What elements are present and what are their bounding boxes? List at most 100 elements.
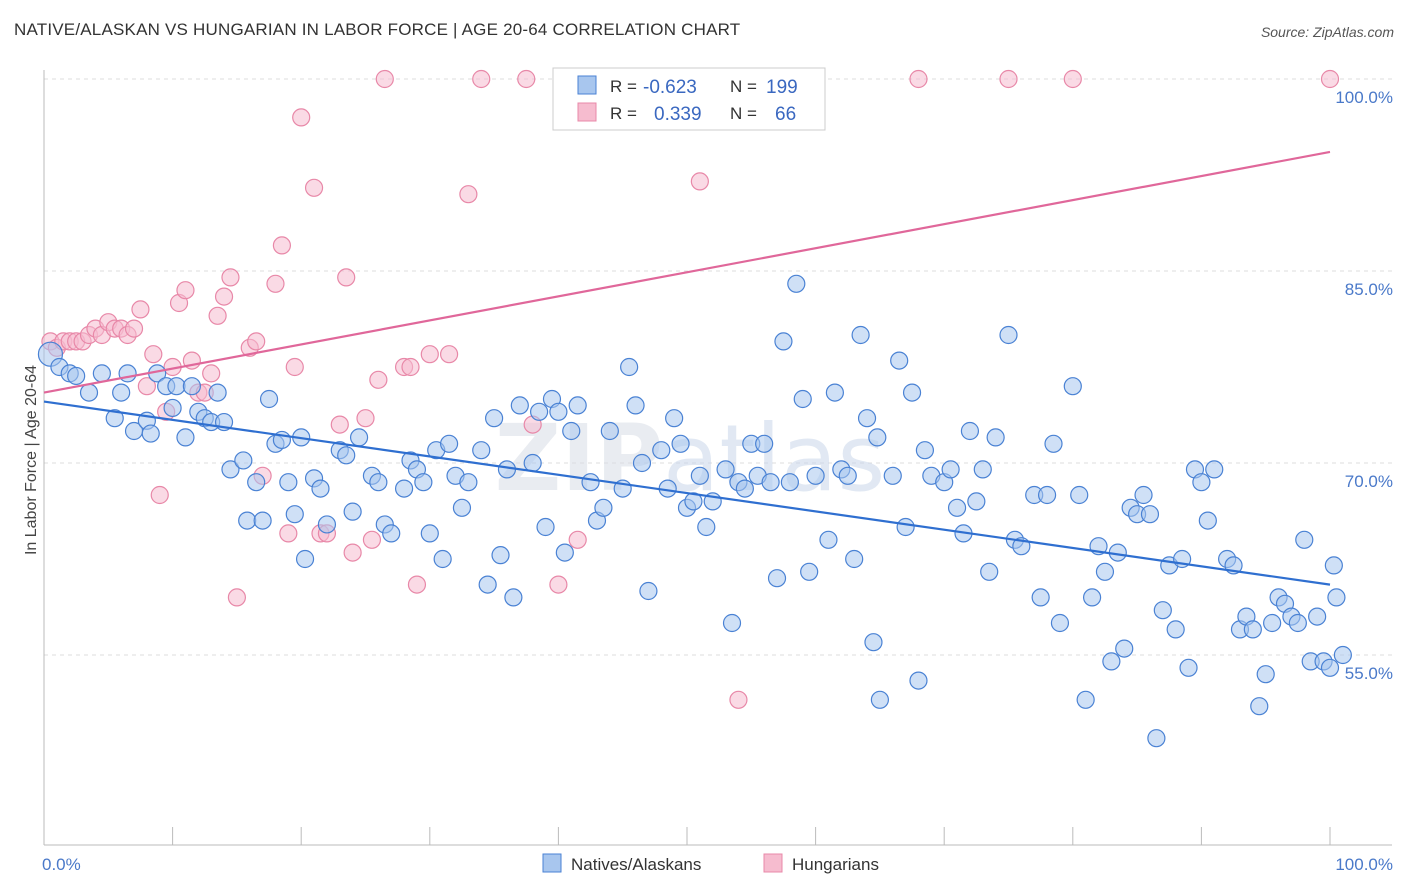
legend-r-label-1: R = (610, 77, 637, 96)
native-point (112, 383, 131, 402)
native-point (311, 479, 330, 498)
native-point (1263, 613, 1282, 633)
native-point (1288, 613, 1307, 633)
axes (43, 70, 1392, 846)
hungarian-point (362, 530, 382, 549)
native-point (774, 332, 793, 351)
native-point (620, 357, 639, 377)
native-point (79, 383, 99, 402)
legend-n-value-2: 66 (775, 104, 796, 125)
native-point (1324, 556, 1343, 575)
hungarian-point (124, 319, 144, 338)
native-point (176, 428, 195, 447)
native-point (819, 530, 838, 549)
native-point (755, 434, 774, 453)
native-point (485, 409, 504, 428)
native-point (960, 421, 980, 441)
native-point (234, 451, 253, 470)
native-point (549, 402, 568, 421)
native-point (909, 671, 928, 690)
native-point (285, 505, 304, 524)
grid-lines (44, 78, 1392, 656)
bottom-legend-swatch-blue (542, 853, 562, 873)
native-point (530, 402, 549, 421)
hungarian-point (202, 364, 221, 383)
native-point (780, 473, 799, 492)
source-label: Source: ZipAtlas.com (1260, 24, 1394, 40)
native-point (279, 473, 298, 492)
native-point (1037, 485, 1057, 505)
hungarian-point (690, 172, 709, 191)
hungarian-point (568, 530, 587, 549)
hungarian-point (407, 575, 427, 594)
native-point (1147, 729, 1166, 748)
native-point (857, 409, 877, 428)
native-point (735, 479, 754, 498)
legend-n-label-1: N = (730, 77, 757, 96)
native-point (600, 421, 619, 441)
native-point (317, 515, 337, 534)
native-point (1243, 620, 1262, 639)
y-tick-labels: 100.0% 85.0% 70.0% 55.0% (1335, 88, 1393, 683)
native-point (980, 562, 999, 581)
hungarian-point (459, 185, 478, 204)
native-point (1295, 530, 1314, 549)
native-point (1044, 434, 1063, 453)
native-point (722, 613, 742, 633)
native-point (118, 364, 137, 383)
native-point (414, 473, 433, 492)
native-point (343, 502, 362, 521)
native-point (845, 549, 864, 569)
hungarian-point (729, 690, 748, 709)
native-point (890, 351, 909, 370)
hungarian-point (214, 287, 234, 306)
native-point (986, 428, 1005, 447)
native-point (369, 473, 388, 492)
native-point (851, 325, 870, 345)
native-point (594, 498, 613, 517)
native-point (1320, 658, 1340, 677)
hungarian-point (420, 345, 439, 364)
native-point (536, 517, 555, 537)
native-point (973, 460, 992, 479)
native-point (941, 460, 960, 479)
native-point (967, 492, 986, 511)
hungarian-point (356, 409, 375, 428)
native-point (838, 466, 857, 485)
native-point (632, 453, 652, 473)
hungarian-point (472, 69, 491, 89)
native-point (767, 569, 787, 588)
legend-r-value-2: 0.339 (654, 104, 702, 125)
native-point (452, 498, 472, 517)
native-point (1192, 473, 1211, 492)
native-point (1308, 607, 1327, 626)
native-point (1082, 588, 1102, 607)
native-point (439, 434, 459, 453)
native-point (581, 473, 600, 492)
y-tick-label: 70.0% (1345, 472, 1393, 491)
legend-swatch-blue (577, 75, 597, 95)
native-point (883, 466, 902, 485)
native-point (92, 364, 111, 383)
native-point (1140, 505, 1160, 524)
hungarian-point (279, 524, 298, 543)
hungarian-point (549, 575, 568, 594)
native-point (870, 690, 890, 709)
trend-line-hungarians (43, 150, 1331, 394)
native-point (141, 424, 160, 443)
legend-n-value-1: 199 (766, 77, 798, 98)
hungarian-point (176, 281, 195, 300)
native-point (1063, 377, 1082, 396)
hungarian-point (266, 274, 285, 293)
hungarian-point (144, 345, 163, 364)
hungarian-point (208, 306, 227, 325)
hungarian-point (247, 332, 266, 351)
native-point (947, 498, 967, 517)
native-point (1050, 613, 1070, 633)
chart-title: NATIVE/ALASKAN VS HUNGARIAN IN LABOR FOR… (14, 20, 741, 39)
y-axis-label: In Labor Force | Age 20-64 (23, 365, 40, 555)
hungarian-point (1063, 69, 1082, 89)
native-point (806, 466, 825, 485)
native-point (1205, 460, 1224, 479)
native-point (793, 389, 812, 409)
